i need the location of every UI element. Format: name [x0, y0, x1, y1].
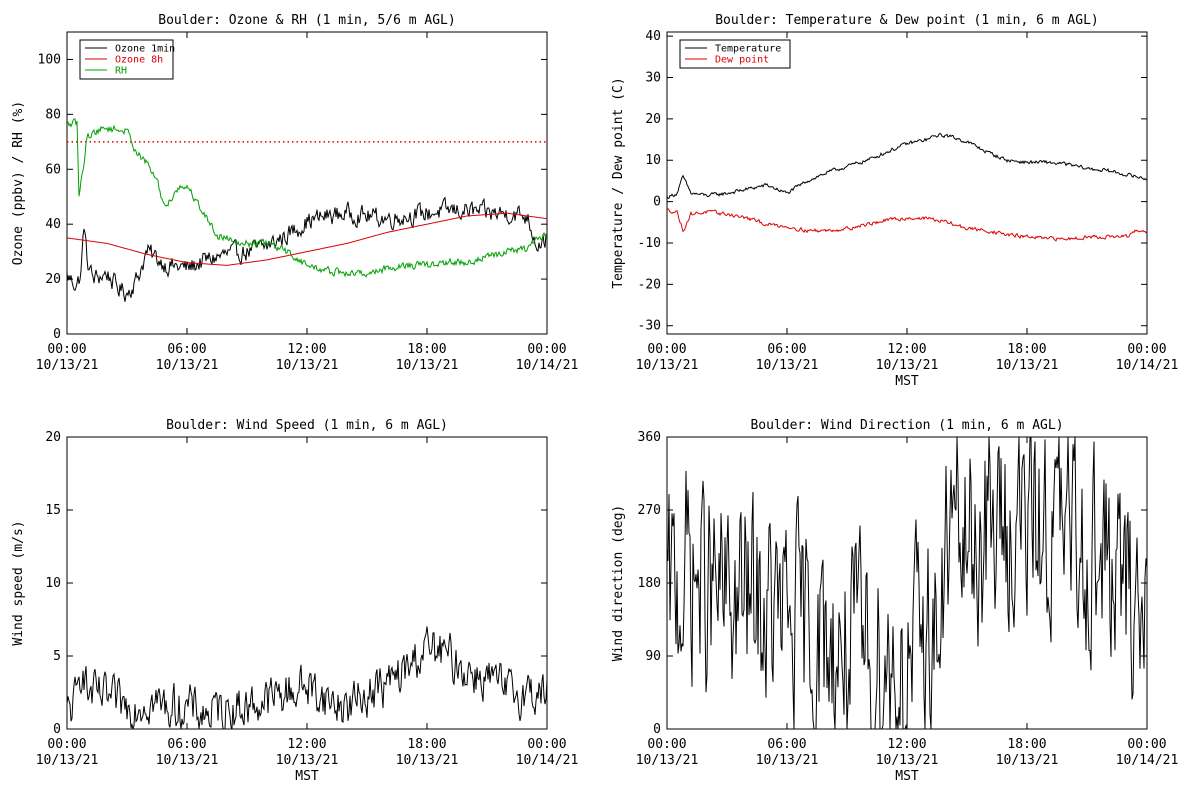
- x-tick-label-time: 18:00: [407, 737, 446, 752]
- y-axis-label: Wind direction (deg): [611, 505, 626, 662]
- x-tick-label-time: 00:00: [1127, 737, 1166, 752]
- x-tick-label-time: 18:00: [1007, 342, 1046, 357]
- x-tick-label-date: 10/13/21: [396, 753, 459, 768]
- x-tick-label-date: 10/14/21: [516, 753, 579, 768]
- x-tick-label-date: 10/13/21: [36, 753, 99, 768]
- y-tick-label: 0: [653, 195, 661, 210]
- x-tick-label-date: 10/13/21: [876, 753, 939, 768]
- dew-point-series-line: [667, 208, 1147, 242]
- plot-frame: [66, 436, 548, 730]
- x-tick-label-date: 10/13/21: [876, 358, 939, 373]
- y-tick-label: -30: [638, 319, 661, 334]
- y-tick-label: 360: [638, 430, 661, 445]
- y-axis-label: Wind speed (m/s): [11, 520, 26, 645]
- x-tick-label-time: 18:00: [407, 342, 446, 357]
- x-axis-label: MST: [295, 769, 319, 784]
- x-tick-label-time: 00:00: [527, 342, 566, 357]
- y-tick-label: 0: [53, 722, 61, 737]
- x-tick-label-date: 10/13/21: [36, 358, 99, 373]
- x-tick-label-time: 12:00: [887, 342, 926, 357]
- rh-series-line: [67, 118, 547, 278]
- x-tick-label-time: 00:00: [47, 342, 86, 357]
- x-axis-label: MST: [895, 769, 919, 784]
- x-tick-label-date: 10/13/21: [396, 358, 459, 373]
- y-tick-label: 0: [653, 722, 661, 737]
- y-tick-label: 40: [645, 29, 661, 44]
- chart-title: Boulder: Temperature & Dew point (1 min,…: [715, 13, 1099, 28]
- temperature-series-line: [667, 132, 1147, 199]
- legend-entry: Dew point: [715, 55, 769, 66]
- y-tick-label: 10: [645, 153, 661, 168]
- ozone-1min-series-line: [67, 196, 547, 302]
- y-tick-label: 10: [45, 576, 61, 591]
- x-tick-label-time: 00:00: [647, 342, 686, 357]
- chart-title: Boulder: Ozone & RH (1 min, 5/6 m AGL): [158, 13, 455, 28]
- y-tick-label: 15: [45, 503, 61, 518]
- x-tick-label-date: 10/13/21: [156, 753, 219, 768]
- x-tick-label-date: 10/13/21: [276, 358, 339, 373]
- chart-title: Boulder: Wind Direction (1 min, 6 m AGL): [750, 418, 1063, 433]
- x-tick-label-date: 10/13/21: [996, 753, 1059, 768]
- x-tick-label-time: 18:00: [1007, 737, 1046, 752]
- y-tick-label: -10: [638, 236, 661, 251]
- x-tick-label-date: 10/13/21: [156, 358, 219, 373]
- y-tick-label: 80: [45, 107, 61, 122]
- y-axis-label: Ozone (ppbv) / RH (%): [11, 101, 26, 265]
- data-series-line: [67, 626, 547, 729]
- x-tick-label-time: 12:00: [287, 737, 326, 752]
- wind-speed-panel: Boulder: Wind Speed (1 min, 6 m AGL) 0 5 10…: [11, 418, 578, 784]
- x-tick-label-date: 10/13/21: [636, 358, 699, 373]
- x-axis-label: MST: [895, 374, 919, 389]
- y-tick-label: 20: [645, 112, 661, 127]
- y-tick-label: 90: [645, 649, 661, 664]
- x-tick-label-time: 00:00: [647, 737, 686, 752]
- y-tick-label: 20: [45, 430, 61, 445]
- x-tick-label-time: 00:00: [1127, 342, 1166, 357]
- y-tick-label: 20: [45, 272, 61, 287]
- x-tick-label-date: 10/13/21: [636, 753, 699, 768]
- wind-direction-panel: Boulder: Wind Direction (1 min, 6 m AGL)…: [611, 418, 1178, 784]
- ozone-8h-series-line: [67, 212, 547, 266]
- x-tick-label-date: 10/13/21: [996, 358, 1059, 373]
- y-axis-label: Temperature / Dew point (C): [611, 77, 626, 288]
- x-tick-label-date: 10/13/21: [756, 753, 819, 768]
- plot-frame: [666, 31, 1148, 335]
- legend-box: [679, 39, 791, 69]
- ozone-rh-panel: Boulder: Ozone & RH (1 min, 5/6 m AGL) 0 2…: [11, 13, 578, 373]
- x-tick-label-time: 06:00: [167, 342, 206, 357]
- x-tick-label-date: 10/13/21: [276, 753, 339, 768]
- legend-entry: RH: [115, 66, 127, 77]
- y-tick-label: 270: [638, 503, 661, 518]
- x-tick-label-time: 12:00: [887, 737, 926, 752]
- temperature-dewpoint-panel: Boulder: Temperature & Dew point (1 min,…: [611, 13, 1178, 389]
- x-tick-label-time: 06:00: [767, 737, 806, 752]
- y-tick-label: 40: [45, 217, 61, 232]
- x-tick-label-date: 10/14/21: [516, 358, 579, 373]
- legend-entry: Temperature: [715, 44, 781, 55]
- legend-entry: Ozone 1min: [115, 44, 175, 55]
- x-tick-label-time: 12:00: [287, 342, 326, 357]
- x-tick-label-time: 00:00: [527, 737, 566, 752]
- y-tick-label: 5: [53, 649, 61, 664]
- x-tick-label-date: 10/14/21: [1116, 753, 1179, 768]
- x-tick-label-date: 10/13/21: [756, 358, 819, 373]
- legend-entry: Ozone 8h: [115, 55, 163, 66]
- x-tick-label-time: 06:00: [767, 342, 806, 357]
- data-series-line: [667, 437, 1147, 729]
- y-tick-label: 100: [38, 52, 61, 67]
- y-tick-label: 30: [645, 71, 661, 86]
- chart-title: Boulder: Wind Speed (1 min, 6 m AGL): [166, 418, 448, 433]
- x-tick-label-time: 06:00: [167, 737, 206, 752]
- y-tick-label: -20: [638, 277, 661, 292]
- y-tick-label: 0: [53, 327, 61, 342]
- y-tick-label: 60: [45, 162, 61, 177]
- x-tick-label-date: 10/14/21: [1116, 358, 1179, 373]
- x-tick-label-time: 00:00: [47, 737, 86, 752]
- y-tick-label: 180: [638, 576, 661, 591]
